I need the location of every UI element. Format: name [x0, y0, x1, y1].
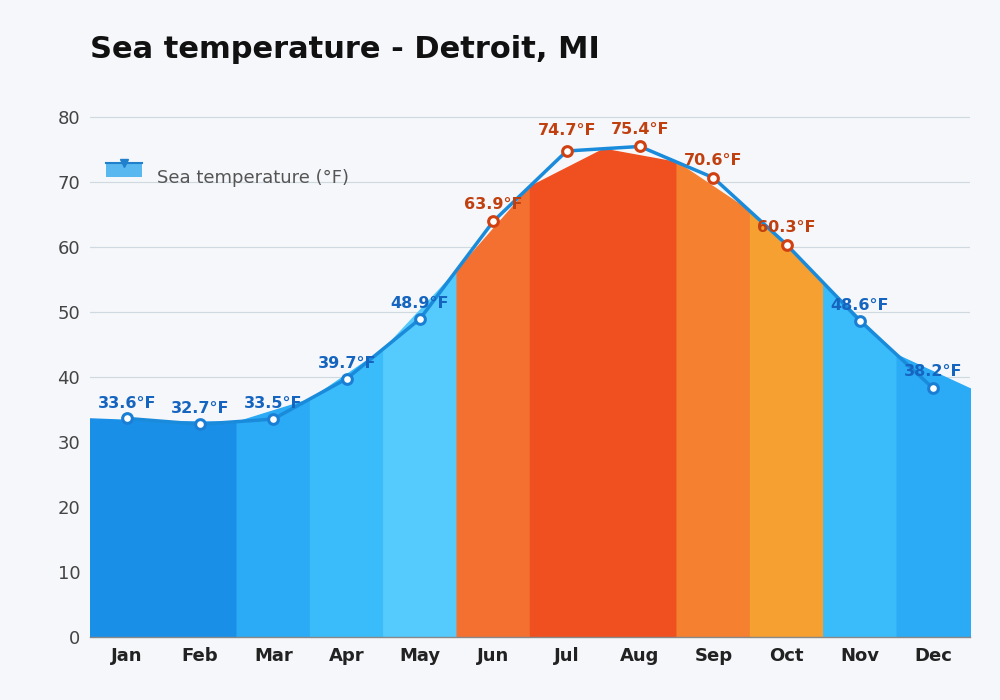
Legend: Sea temperature (°F): Sea temperature (°F)	[99, 160, 356, 195]
Text: 33.6°F: 33.6°F	[97, 395, 156, 411]
Text: 32.7°F: 32.7°F	[171, 402, 229, 416]
Text: 63.9°F: 63.9°F	[464, 197, 523, 211]
Text: 60.3°F: 60.3°F	[757, 220, 816, 235]
Text: 70.6°F: 70.6°F	[684, 153, 743, 168]
Text: 39.7°F: 39.7°F	[317, 356, 376, 371]
Text: 48.9°F: 48.9°F	[391, 296, 449, 311]
Text: 74.7°F: 74.7°F	[537, 123, 596, 138]
Text: 38.2°F: 38.2°F	[904, 364, 963, 379]
Text: 75.4°F: 75.4°F	[611, 122, 669, 136]
Text: Sea temperature - Detroit, MI: Sea temperature - Detroit, MI	[90, 35, 600, 64]
Text: 48.6°F: 48.6°F	[831, 298, 889, 313]
Text: 33.5°F: 33.5°F	[244, 396, 303, 411]
